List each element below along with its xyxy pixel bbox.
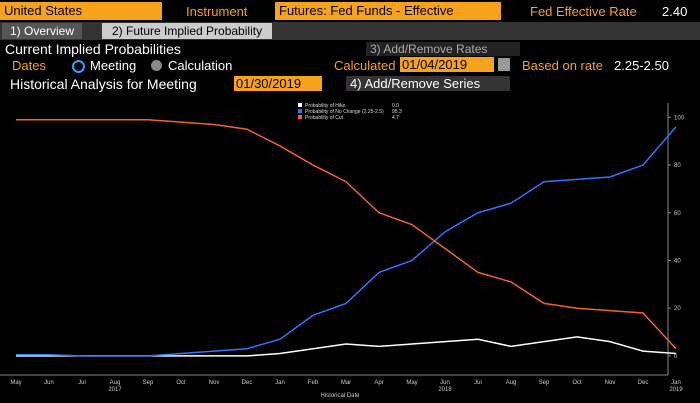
x-tick-label: Oct: [176, 380, 186, 386]
series-line: [16, 126, 677, 357]
dates-label: Dates: [12, 58, 46, 73]
x-tick-label: Nov: [209, 380, 220, 386]
y-tick-label: 0: [674, 354, 678, 360]
legend-label: Probability of No Change (2.25-2.5): [305, 109, 384, 115]
instrument-select[interactable]: Futures: Fed Funds - Effective: [275, 2, 501, 20]
series-line: [16, 336, 677, 357]
tab[interactable]: 2) Future Implied Probability: [102, 23, 273, 39]
meeting-select[interactable]: 01/30/2019: [234, 76, 322, 91]
legend-label: Probability of Cut: [305, 115, 344, 121]
y-tick-label: 40: [674, 258, 681, 264]
series-line: [16, 118, 677, 350]
x-tick-label: Sep: [143, 380, 154, 386]
x-tick-label: Jul: [474, 380, 482, 386]
calculated-input[interactable]: 01/04/2019: [400, 57, 494, 72]
calendar-icon[interactable]: [498, 58, 510, 71]
option-label: Meeting: [90, 58, 137, 73]
legend-label: Probability of Hike: [305, 103, 346, 109]
hist-label: Historical Analysis for Meeting: [10, 76, 197, 92]
country-select[interactable]: United States: [0, 2, 162, 20]
instrument-label: Instrument: [186, 4, 248, 19]
year-label: 2018: [438, 387, 452, 393]
x-tick-label: Nov: [605, 380, 616, 386]
option-label: Calculation: [168, 58, 233, 73]
rate-value: 2.40: [662, 4, 688, 19]
legend-value: 95.3: [392, 109, 402, 115]
based-label: Based on rate: [522, 58, 603, 73]
x-tick-label: Mar: [341, 380, 351, 386]
year-label: 2017: [108, 387, 122, 393]
rate-label: Fed Effective Rate: [530, 4, 637, 19]
calculated-label: Calculated: [334, 58, 396, 73]
x-axis-title: Historical Date: [320, 393, 360, 399]
add-series-button[interactable]: 4) Add/Remove Series: [346, 76, 510, 91]
legend-value: 0.0: [392, 103, 399, 109]
x-tick-label: Jul: [78, 380, 86, 386]
y-tick-label: 20: [674, 306, 681, 312]
section-title: Current Implied Probabilities: [5, 41, 181, 57]
chart: Historical Date 0 20 40 60 80 100 May Jun Jul Aug…: [0, 103, 685, 399]
x-tick-label: Dec: [638, 380, 649, 386]
legend-swatch: [298, 103, 302, 107]
x-tick-label: Jan: [275, 380, 285, 386]
year-label: 2019: [669, 387, 683, 393]
x-tick-label: May: [10, 380, 21, 386]
radio-selected[interactable]: [72, 60, 85, 73]
y-tick-label: 100: [674, 115, 685, 121]
x-tick-label: Jan: [671, 380, 681, 386]
y-tick-label: 60: [674, 211, 681, 217]
tab[interactable]: 1) Overview: [2, 23, 83, 39]
legend-value: 4.7: [392, 115, 399, 121]
x-tick-label: Oct: [572, 380, 582, 386]
x-tick-label: Jun: [44, 380, 54, 386]
x-tick-label: May: [406, 380, 417, 386]
add-rates-button[interactable]: 3) Add/Remove Rates: [366, 42, 520, 56]
based-value: 2.25-2.50: [614, 58, 669, 73]
x-tick-label: Feb: [308, 380, 319, 386]
radio[interactable]: [151, 60, 162, 71]
x-tick-label: Aug: [506, 380, 517, 386]
x-tick-label: Aug: [110, 380, 121, 386]
x-tick-label: Apr: [374, 380, 383, 386]
legend-swatch: [298, 109, 302, 113]
x-tick-label: Sep: [539, 380, 550, 386]
x-tick-label: Jun: [440, 380, 450, 386]
x-tick-label: Dec: [242, 380, 253, 386]
legend-swatch: [298, 115, 302, 119]
y-tick-label: 80: [674, 163, 681, 169]
